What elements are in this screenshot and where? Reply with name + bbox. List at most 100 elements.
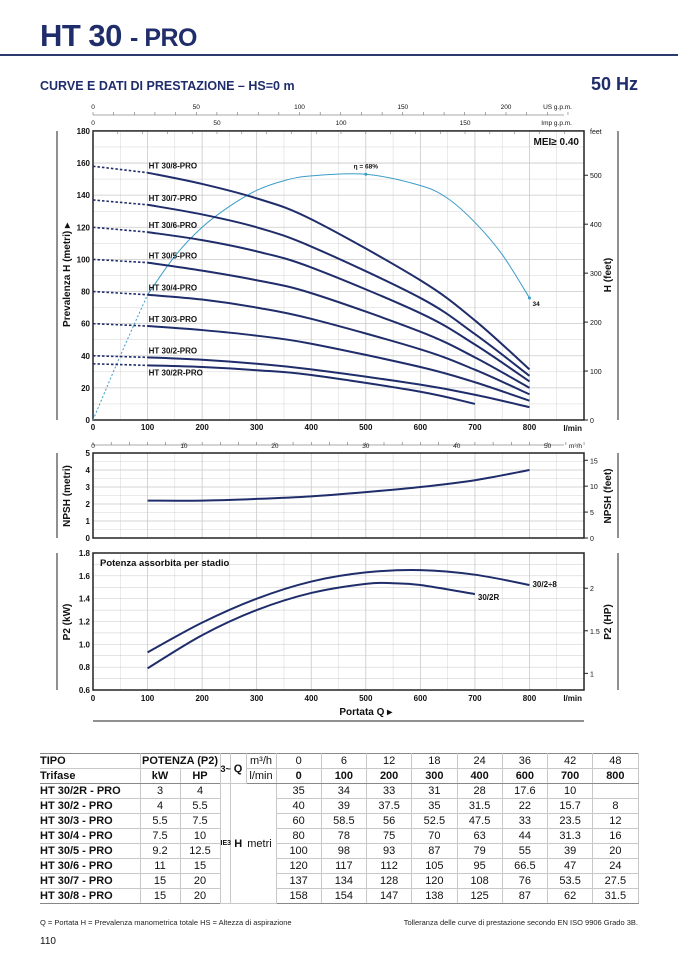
cell-head-value (592, 783, 639, 799)
y-tick-label: 0 (86, 416, 91, 425)
cell-hp: 12.5 (180, 843, 221, 859)
x-tick-label: 500 (359, 423, 373, 432)
cell-kw: 11 (140, 858, 181, 874)
header-lmin-value: 200 (366, 768, 413, 784)
cell-kw: 5.5 (140, 813, 181, 829)
cell-kw: 9.2 (140, 843, 181, 859)
head-curve (147, 356, 530, 409)
y-right-tick-label: 400 (590, 222, 602, 229)
cell-head-value: 24 (592, 858, 639, 874)
header-lmin-value: 700 (547, 768, 594, 784)
x-tick-label: 500 (359, 694, 373, 703)
y-right-tick-label: 1.5 (590, 629, 600, 636)
power-curve (147, 569, 530, 654)
page-title: HT 30 - PRO (40, 18, 197, 54)
head-curve-dashed (92, 322, 148, 327)
cell-tipo: HT 30/3 - PRO (40, 813, 141, 829)
header-m3h: m³/h (246, 753, 277, 769)
y-right-tick-label: 10 (590, 484, 598, 491)
y-right-tick-label: 2 (590, 586, 594, 593)
cell-head-value: 70 (411, 828, 458, 844)
y-right-tick-label: 200 (590, 320, 602, 327)
y-tick-label: 4 (86, 466, 91, 475)
us-gpm-label: 150 (397, 104, 408, 111)
section-subtitle: CURVE E DATI DI PRESTAZIONE – HS=0 m (40, 79, 295, 93)
y-axis-title: P2 (kW) (62, 604, 73, 641)
head-curve (147, 293, 530, 396)
table-row: HT 30/6 - PRO 11 15 120 117 112 105 95 66.5 47 24 (40, 858, 639, 874)
x-unit-label: l/min (563, 694, 582, 703)
y-tick-label: 1.2 (79, 618, 91, 627)
head-curve-dashed (92, 290, 148, 296)
x-tick-label: 100 (141, 694, 155, 703)
plot-frame (92, 452, 585, 539)
cell-head-value: 134 (321, 873, 368, 889)
footer-legend: Q = Portata H = Prevalenza manometrica t… (40, 918, 292, 927)
y-tick-label: 160 (77, 159, 91, 168)
cell-head-value: 63 (457, 828, 503, 844)
x-tick-label: 700 (468, 694, 482, 703)
x-tick-label: 300 (250, 694, 264, 703)
cell-kw: 7.5 (140, 828, 181, 844)
efficiency-curve (147, 173, 530, 299)
cell-head-value: 128 (366, 873, 413, 889)
cell-tipo: HT 30/2R - PRO (40, 783, 141, 799)
cell-hp: 7.5 (180, 813, 221, 829)
table-row: HT 30/8 - PRO 15 20 158 154 147 138 125 87 62 31.5 (40, 888, 639, 904)
y-right-tick-label: 15 (590, 458, 598, 465)
cell-tipo: HT 30/2 - PRO (40, 798, 141, 814)
cell-hp: 4 (180, 783, 221, 799)
cell-head-value: 80 (276, 828, 322, 844)
x-tick-label: 200 (195, 694, 209, 703)
power-curve (147, 581, 476, 670)
x-tick-label: 600 (414, 694, 428, 703)
cell-head-value: 23.5 (547, 813, 594, 829)
series-label: HT 30/8-PRO (149, 162, 197, 171)
m3h-unit: m³/h (569, 443, 582, 450)
y-tick-label: 0.8 (79, 663, 91, 672)
cell-head-value: 56 (366, 813, 413, 829)
y-tick-label: 80 (81, 288, 90, 297)
y-tick-label: 120 (77, 223, 91, 232)
y-tick-label: 0.6 (79, 686, 91, 695)
header-q: Q (230, 753, 247, 784)
header-trifase: Trifase (40, 768, 141, 784)
cell-kw: 3 (140, 783, 181, 799)
cell-head-value: 75 (366, 828, 413, 844)
m3h-label: 0 (91, 443, 95, 450)
cell-tipo: HT 30/4 - PRO (40, 828, 141, 844)
header-lmin-value: 400 (457, 768, 503, 784)
cell-head-value: 47.5 (457, 813, 503, 829)
x-tick-label: 400 (305, 423, 319, 432)
cell-head-value: 120 (411, 873, 458, 889)
us-gpm-label: 50 (193, 104, 201, 111)
table-row: HT 30/3 - PRO 5.5 7.5 60 58.5 56 52.5 47.5 33 23.… (40, 813, 639, 829)
cell-head-value: 105 (411, 858, 458, 874)
head-curve (147, 364, 476, 405)
cell-head-value: 112 (366, 858, 413, 874)
plot-frame (92, 552, 585, 691)
series-label: HT 30/7-PRO (149, 194, 197, 203)
cell-head-value: 100 (276, 843, 322, 859)
header-lmin-value: 0 (276, 768, 322, 784)
cell-head-value: 53.5 (547, 873, 594, 889)
x-tick-label: 800 (523, 694, 537, 703)
y-right-tick-label: 1 (590, 671, 594, 678)
table-row: HT 30/4 - PRO 7.5 10 80 78 75 70 63 44 31.3 16 (40, 828, 639, 844)
header-m3h-value: 18 (411, 753, 458, 769)
m3h-label: 20 (271, 443, 279, 450)
m3h-label: 10 (180, 443, 188, 450)
series-label: HT 30/3-PRO (149, 315, 197, 324)
y-tick-label: 1.8 (79, 549, 91, 558)
y-tick-label: 5 (86, 449, 91, 458)
cell-head-value: 31.3 (547, 828, 594, 844)
cell-head-value: 16 (592, 828, 639, 844)
y-tick-label: 40 (81, 352, 90, 361)
cell-tipo: HT 30/7 - PRO (40, 873, 141, 889)
table-row: HT 30/5 - PRO 9.2 12.5 100 98 93 87 79 55 39 20 (40, 843, 639, 859)
y-tick-label: 1 (86, 517, 91, 526)
cell-hp: 20 (180, 873, 221, 889)
cell-head-value: 95 (457, 858, 503, 874)
header-m3h-value: 12 (366, 753, 413, 769)
title-main: HT 30 (40, 18, 122, 53)
